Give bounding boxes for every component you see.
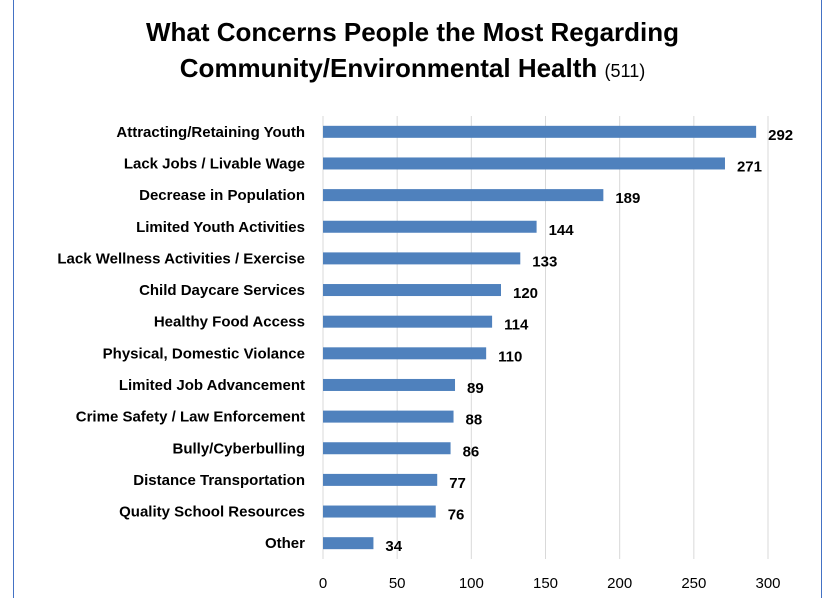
category-label: Decrease in Population [139, 187, 305, 204]
bar [323, 252, 521, 265]
category-label: Limited Job Advancement [119, 377, 305, 394]
bar [323, 157, 725, 170]
x-tick-label: 150 [533, 575, 558, 592]
bar [323, 347, 487, 360]
value-label: 189 [615, 190, 640, 207]
value-label: 76 [448, 507, 465, 524]
x-tick-label: 50 [389, 575, 406, 592]
category-label: Bully/Cyberbulling [172, 440, 305, 457]
bar [323, 189, 604, 202]
bar [323, 125, 757, 138]
bar [323, 410, 454, 423]
x-tick-label: 300 [755, 575, 780, 592]
category-label: Distance Transportation [133, 472, 305, 489]
category-label: Lack Jobs / Livable Wage [124, 155, 305, 172]
value-label: 77 [449, 475, 466, 492]
category-label: Crime Safety / Law Enforcement [76, 409, 305, 426]
chart-title-line1: What Concerns People the Most Regarding [145, 17, 680, 47]
category-label: Other [265, 535, 305, 552]
bar [323, 378, 456, 391]
value-label: 89 [467, 380, 484, 397]
chart-frame [13, 0, 822, 598]
bar [323, 473, 438, 486]
value-label: 271 [737, 158, 762, 175]
category-label: Quality School Resources [119, 504, 305, 521]
category-label: Child Daycare Services [139, 282, 305, 299]
x-tick-label: 100 [459, 575, 484, 592]
value-label: 120 [513, 285, 538, 302]
bar [323, 505, 436, 518]
bar [323, 220, 537, 233]
value-label: 110 [498, 348, 522, 365]
category-label: Healthy Food Access [154, 314, 305, 331]
bar [323, 315, 493, 328]
value-label: 114 [504, 317, 529, 334]
chart-title-count: (511) [604, 61, 646, 81]
value-label: 144 [549, 222, 575, 239]
chart-title-line2-wrap: Community/Environmental Health (511) [0, 50, 825, 89]
x-tick-label: 0 [319, 575, 327, 592]
value-label: 133 [532, 253, 557, 270]
category-label: Limited Youth Activities [136, 219, 305, 236]
category-label: Physical, Domestic Violance [103, 345, 305, 362]
x-tick-label: 250 [681, 575, 706, 592]
category-label: Attracting/Retaining Youth [116, 124, 305, 141]
bar [323, 442, 451, 455]
value-label: 292 [768, 127, 793, 144]
value-label: 34 [385, 538, 402, 555]
value-label: 86 [463, 443, 480, 460]
bar [323, 537, 374, 550]
x-tick-label: 200 [607, 575, 632, 592]
category-label: Lack Wellness Activities / Exercise [57, 250, 305, 267]
bar [323, 284, 501, 297]
chart-title: What Concerns People the Most Regarding … [0, 14, 825, 89]
value-label: 88 [466, 412, 483, 429]
chart-title-line2: Community/Environmental Health [179, 53, 598, 83]
